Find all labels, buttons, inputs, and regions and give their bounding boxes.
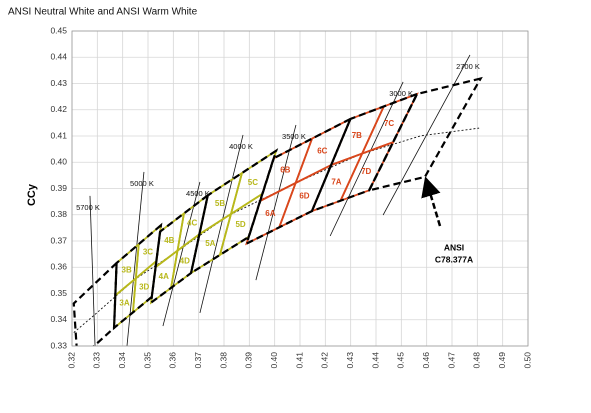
x-tick-label: 0.42 — [320, 352, 330, 369]
y-tick-label: 0.33 — [50, 340, 67, 350]
bin-label: 6D — [299, 192, 309, 201]
isotherm-label: 5700 K — [76, 203, 100, 212]
bin-label: 3B — [122, 265, 132, 274]
bin-label: 3A — [119, 299, 129, 308]
annotation: ANSI — [444, 242, 464, 252]
x-tick-label: 0.44 — [370, 352, 380, 369]
ansi-quadrangle — [72, 260, 118, 346]
isotherm — [126, 171, 145, 346]
y-tick-label: 0.36 — [50, 262, 67, 272]
ansi-quadrangle — [244, 116, 353, 246]
bin-label: 4D — [180, 257, 190, 266]
bin-label: 4B — [164, 236, 174, 245]
x-tick-label: 0.32 — [66, 352, 76, 369]
x-tick-label: 0.35 — [142, 352, 152, 369]
bin-label: 5C — [248, 178, 258, 187]
bin-label: 6A — [265, 209, 275, 218]
x-tick-label: 0.47 — [446, 352, 456, 369]
ansi-quadrangle — [189, 148, 279, 276]
y-axis-label: CCy — [26, 183, 38, 206]
y-tick-label: 0.41 — [50, 130, 67, 140]
plot-area — [72, 54, 483, 346]
bin-label: 3D — [139, 282, 149, 291]
y-tick-label: 0.43 — [50, 78, 67, 88]
y-tick-label: 0.37 — [50, 235, 67, 245]
x-tick-label: 0.46 — [421, 352, 431, 369]
x-tick-label: 0.40 — [269, 352, 279, 369]
bin-label: 7D — [361, 167, 371, 176]
x-tick-label: 0.34 — [117, 352, 127, 369]
y-tick-label: 0.40 — [50, 157, 67, 167]
x-tick-label: 0.41 — [294, 352, 304, 369]
bin-label: 4C — [187, 219, 197, 228]
x-tick-label: 0.39 — [244, 352, 254, 369]
bin-label: 5A — [205, 239, 215, 248]
bin-label: 4A — [159, 272, 169, 281]
planckian-locus — [72, 127, 480, 335]
isotherm-label: 5000 K — [130, 179, 154, 188]
x-tick-label: 0.49 — [497, 352, 507, 369]
isotherm — [199, 134, 244, 314]
isotherm-label: 3000 K — [389, 89, 413, 98]
y-tick-label: 0.39 — [50, 183, 67, 193]
bin-label: 6B — [280, 165, 290, 174]
x-tick-label: 0.50 — [522, 352, 532, 369]
x-tick-label: 0.48 — [472, 352, 482, 369]
grid — [71, 30, 529, 347]
plot-frame — [71, 30, 529, 347]
isotherm — [255, 124, 297, 281]
isotherm — [89, 195, 96, 346]
annotation: C78.377A — [435, 254, 473, 264]
bin-label: 7A — [331, 178, 341, 187]
bin-label: 6C — [317, 146, 327, 155]
ansi-quadrangle — [149, 192, 210, 306]
y-tick-label: 0.45 — [50, 25, 67, 35]
isotherm-label: 3500 K — [282, 132, 306, 141]
bin-label: 5B — [215, 199, 225, 208]
ticks: 0.32 0.33 0.34 0.35 0.36 0.37 0.38 0.39 0.40 0.41… — [50, 25, 532, 368]
y-tick-label: 0.44 — [50, 52, 67, 62]
y-tick-label: 0.38 — [50, 209, 67, 219]
bin-label: 5D — [235, 220, 245, 229]
y-tick-label: 0.34 — [50, 314, 67, 324]
bin-label: 7C — [384, 119, 394, 128]
ansi-quadrangle — [367, 76, 483, 192]
bin-label: 3C — [143, 247, 153, 256]
y-tick-label: 0.42 — [50, 104, 67, 114]
isotherm-label: 4000 K — [229, 142, 253, 151]
annotation-arrow — [421, 176, 442, 227]
isotherm-label: 2700 K — [456, 62, 480, 71]
isotherm-label: 4500 K — [186, 189, 210, 198]
x-tick-label: 0.43 — [345, 352, 355, 369]
x-tick-label: 0.36 — [168, 352, 178, 369]
x-tick-label: 0.45 — [396, 352, 406, 369]
chart-title: ANSI Neutral White and ANSI Warm White — [8, 7, 198, 18]
x-tick-label: 0.33 — [92, 352, 102, 369]
x-tick-label: 0.37 — [193, 352, 203, 369]
y-tick-label: 0.35 — [50, 288, 67, 298]
bin-label: 7B — [352, 131, 362, 140]
x-tick-label: 0.38 — [218, 352, 228, 369]
isotherm — [329, 81, 404, 237]
